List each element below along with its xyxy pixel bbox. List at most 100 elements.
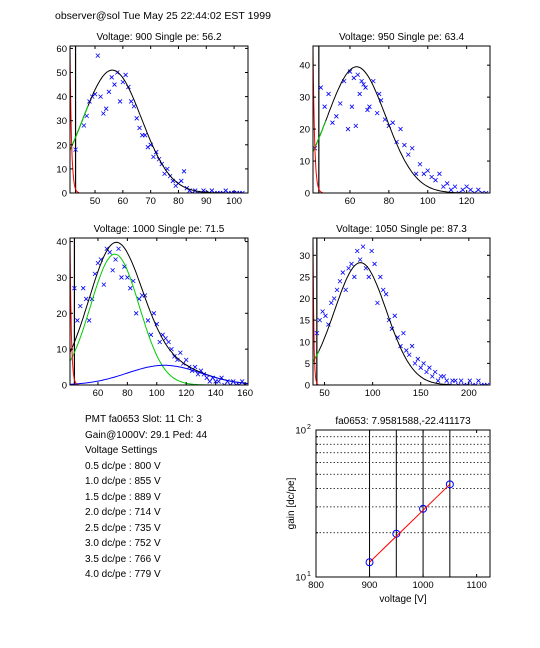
data-point <box>326 91 331 97</box>
data-point <box>120 79 126 85</box>
data-point <box>95 53 101 58</box>
data-point <box>421 171 427 177</box>
data-point <box>328 300 334 306</box>
data-point <box>119 275 124 280</box>
data-point <box>441 184 446 189</box>
data-point <box>72 285 77 291</box>
data-point <box>318 85 324 90</box>
data-point <box>330 120 335 125</box>
x-tick-label: 1000 <box>413 580 434 591</box>
data-point <box>101 111 106 116</box>
data-point <box>380 287 386 293</box>
data-point <box>101 282 107 287</box>
data-point <box>337 101 343 106</box>
data-point <box>417 161 423 167</box>
data-point <box>204 375 210 381</box>
data-point <box>128 99 134 104</box>
y-tick-label: 25 <box>299 272 310 283</box>
y-tick-exponent: 1 <box>307 571 311 578</box>
data-point <box>359 78 364 84</box>
data-point <box>452 184 458 189</box>
y-tick-label: 30 <box>56 116 67 127</box>
data-point <box>484 382 490 385</box>
x-tick-label: 120 <box>459 196 475 207</box>
data-point <box>181 169 187 174</box>
data-point <box>398 126 403 132</box>
data-point <box>455 382 461 385</box>
data-point <box>441 374 447 379</box>
data-point <box>404 348 409 353</box>
data-point <box>75 318 80 323</box>
data-point <box>476 187 481 193</box>
y-tick-exponent: 2 <box>307 424 311 431</box>
data-point <box>473 382 478 385</box>
y-tick-label: 50 <box>56 68 67 79</box>
data-point <box>433 177 438 183</box>
data-point <box>351 75 357 81</box>
data-point <box>361 82 366 87</box>
x-tick-label: 90 <box>201 196 212 207</box>
data-point <box>340 270 346 275</box>
fit-curve-single_pe <box>313 350 320 363</box>
data-point <box>175 357 180 363</box>
data-point <box>444 378 449 383</box>
x-tick-label: 160 <box>237 388 253 399</box>
y-tick-label: 10 <box>295 426 306 437</box>
y-tick-label: 15 <box>299 316 310 327</box>
data-point <box>424 369 429 375</box>
data-point <box>363 85 368 90</box>
voltage-setting-row: 1.0 dc/pe : 855 V <box>85 476 161 487</box>
data-point <box>456 190 462 193</box>
data-point <box>322 104 327 109</box>
data-point <box>334 287 340 293</box>
data-point <box>106 89 112 95</box>
voltage-setting-row: 0.5 dc/pe : 800 V <box>85 460 161 472</box>
x-tick-label: 800 <box>308 580 324 591</box>
x-tick-label: 100 <box>226 196 242 207</box>
data-point <box>418 365 424 370</box>
data-point <box>116 246 121 252</box>
data-point <box>81 123 87 128</box>
gain-point <box>392 529 401 538</box>
data-point <box>366 274 372 280</box>
voltage-setting-row: 4.0 dc/pe : 779 V <box>85 569 161 580</box>
data-point <box>331 296 337 301</box>
data-point <box>103 106 109 111</box>
data-point <box>349 261 354 267</box>
voltage-setting-row: 3.5 dc/pe : 766 V <box>85 553 161 565</box>
data-point <box>453 378 458 383</box>
data-point <box>117 99 123 104</box>
y-tick-label: 10 <box>299 157 310 168</box>
data-point <box>447 382 452 385</box>
fit-curve-fit <box>70 69 248 193</box>
y-tick-label: 30 <box>299 251 310 262</box>
data-point <box>464 382 470 385</box>
data-point <box>425 168 431 173</box>
data-point <box>109 75 115 80</box>
data-point <box>207 379 213 384</box>
x-tick-label: 150 <box>413 388 429 399</box>
chart-panel: Voltage: 1000 Single pe: 71.560 80 100 120 1… <box>56 224 253 399</box>
data-point <box>192 364 198 370</box>
voltage-setting-row: 2.5 dc/pe : 735 V <box>85 522 161 534</box>
x-tick-label: 80 <box>173 196 184 207</box>
y-tick-label: 0 <box>62 381 67 392</box>
data-point <box>409 145 415 151</box>
y-tick-label: 10 <box>299 337 310 348</box>
data-point <box>352 274 357 280</box>
data-point <box>354 248 360 254</box>
x-tick-label: 120 <box>178 388 194 399</box>
data-point <box>80 285 86 291</box>
data-point <box>317 317 323 323</box>
x-tick-label: 1100 <box>466 580 486 591</box>
data-point <box>406 152 411 157</box>
data-point <box>437 171 442 177</box>
data-point <box>372 261 377 267</box>
y-tick-label: 60 <box>56 44 67 55</box>
data-point <box>464 184 469 189</box>
data-point <box>107 250 113 255</box>
data-point <box>323 313 328 319</box>
chart-plot-area <box>70 46 248 193</box>
data-point <box>432 369 438 375</box>
data-point <box>178 178 184 184</box>
